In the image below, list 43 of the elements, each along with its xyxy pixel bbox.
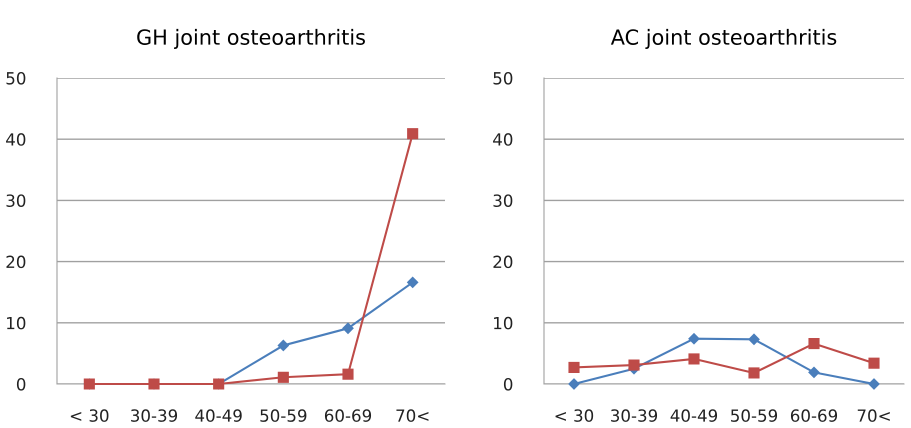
x-tick-label: 50-59	[731, 409, 778, 422]
chart-title: GH joint osteoarthritis	[137, 28, 365, 49]
y-tick-label: 20	[493, 256, 512, 268]
point	[568, 362, 580, 374]
point	[868, 378, 880, 390]
x-tick-label: 40-49	[195, 409, 242, 422]
y-tick-label: 50	[6, 72, 26, 85]
point	[688, 333, 700, 344]
x-tick-label: 30-39	[611, 409, 658, 422]
point	[342, 368, 354, 380]
point	[407, 128, 418, 140]
point	[407, 276, 418, 288]
x-tick-label: 60-69	[324, 409, 372, 422]
point	[808, 366, 820, 378]
x-tick-label: 40-49	[670, 409, 718, 422]
x-tick-label: < 30	[70, 409, 108, 422]
y-tick-label: 40	[6, 133, 26, 146]
x-tick-label: < 30	[556, 409, 594, 422]
x-tick-label: 70<	[396, 409, 428, 422]
point	[868, 358, 880, 369]
x-tick-label: 50-59	[260, 409, 306, 422]
x-tick-label: 30-39	[131, 409, 178, 422]
y-tick-label: 50	[494, 72, 512, 85]
chart-title: AC joint osteoarthritis	[610, 28, 836, 49]
y-tick-label: 30	[494, 194, 512, 207]
y-tick-label: 0	[16, 378, 26, 391]
point	[342, 322, 354, 334]
x-tick-label: 60-69	[790, 409, 838, 422]
point	[278, 372, 289, 383]
y-tick-label: 40	[493, 133, 512, 146]
x-tick-label: 70<	[858, 409, 890, 422]
point	[688, 353, 700, 364]
point	[748, 334, 760, 345]
point	[628, 359, 640, 371]
y-tick-label: 10	[494, 316, 512, 330]
point	[278, 340, 289, 352]
y-tick-label: 10	[7, 316, 26, 330]
point	[808, 338, 820, 350]
y-tick-label: 20	[6, 256, 26, 268]
point	[748, 367, 760, 379]
y-tick-label: 0	[504, 378, 512, 391]
point	[568, 378, 580, 390]
y-tick-label: 30	[6, 194, 26, 207]
